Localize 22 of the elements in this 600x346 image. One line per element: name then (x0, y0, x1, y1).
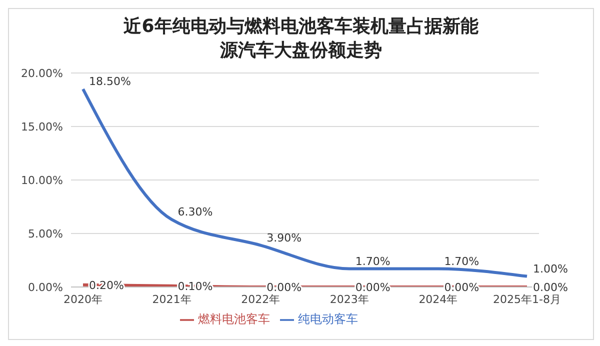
data-label: 3.90% (266, 231, 302, 244)
legend-label: 燃料电池客车 (198, 312, 270, 326)
x-tick-label: 2022年 (241, 292, 280, 306)
y-tick-label: 15.00% (21, 120, 63, 134)
data-label: 18.50% (89, 75, 131, 88)
x-tick-label: 2025年1-8月 (493, 292, 561, 306)
data-label: 6.30% (178, 206, 213, 219)
data-label: 0.00% (533, 281, 568, 294)
x-tick-label: 2020年 (64, 292, 102, 306)
legend-label: 纯电动客车 (298, 312, 358, 326)
y-tick-label: 0.00% (28, 280, 63, 294)
chart-title: 近6年纯电动与燃料电池客车装机量占据新能源汽车大盘份额走势 (122, 15, 480, 63)
x-tick-label: 2021年 (152, 292, 192, 306)
y-tick-label: 20.00% (21, 66, 63, 80)
x-tick-label: 2024年 (418, 292, 458, 306)
y-tick-label: 5.00% (28, 227, 63, 240)
line-series (82, 88, 528, 278)
data-label: 1.70% (355, 254, 390, 268)
data-label: 1.70% (444, 254, 480, 268)
y-tick-label: 10.00% (21, 174, 63, 187)
x-tick-label: 2023年 (330, 292, 369, 306)
data-label: 1.00% (533, 262, 568, 276)
